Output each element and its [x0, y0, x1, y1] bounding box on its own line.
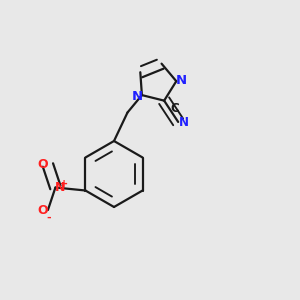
Text: C: C: [170, 102, 179, 115]
Text: N: N: [178, 116, 189, 129]
Text: N: N: [176, 74, 187, 86]
Text: N: N: [132, 90, 143, 103]
Text: N: N: [55, 181, 65, 194]
Text: O: O: [37, 203, 48, 217]
Text: O: O: [37, 158, 48, 172]
Text: -: -: [46, 212, 51, 223]
Text: +: +: [60, 178, 68, 189]
